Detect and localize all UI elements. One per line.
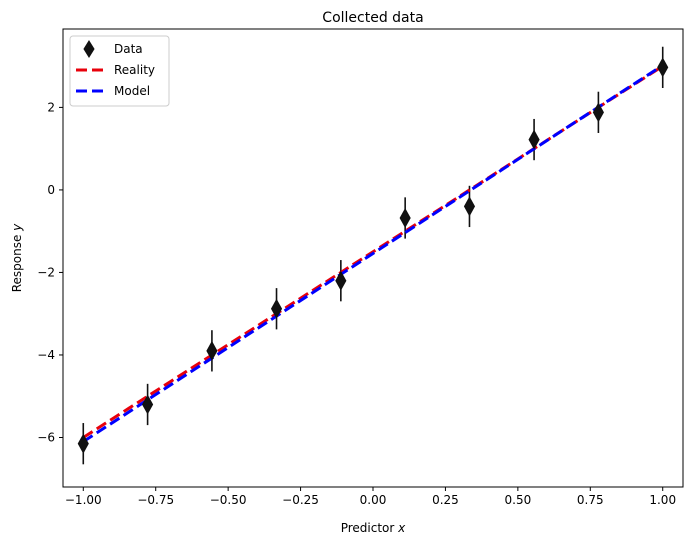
legend: Data Reality Model (69, 35, 170, 107)
x-axis-label-variable: x (397, 521, 406, 535)
plot-area (77, 46, 669, 465)
x-tick-label: −0.75 (137, 493, 174, 507)
x-tick-label: 0.00 (360, 493, 387, 507)
chart-title: Collected data (322, 10, 423, 26)
x-tick-label: −1.00 (65, 493, 102, 507)
data-point (77, 433, 89, 454)
data-point (463, 196, 476, 217)
x-tick-label: 0.50 (505, 493, 532, 507)
y-tick-label: 2 (47, 100, 55, 114)
data-point (335, 270, 347, 291)
x-tick-label: −0.25 (282, 493, 319, 507)
y-tick-label: −4 (37, 348, 55, 362)
y-axis-label-variable: y (10, 223, 24, 232)
y-tick-label: −2 (37, 265, 55, 279)
y-axis-label-text: Response (10, 235, 24, 293)
y-tick-label: −6 (37, 430, 55, 444)
y-axis: −6 −4 −2 0 2 (37, 100, 63, 444)
data-point (206, 340, 218, 361)
y-tick-label: 0 (47, 183, 55, 197)
legend-label-reality: Reality (114, 63, 155, 77)
x-tick-label: 0.75 (577, 493, 604, 507)
data-point (399, 207, 411, 229)
x-tick-label: 0.25 (432, 493, 459, 507)
data-point (270, 298, 283, 319)
x-tick-label: −0.50 (210, 493, 247, 507)
data-point (528, 129, 540, 150)
series-line-model (82, 64, 664, 443)
legend-box (69, 35, 170, 107)
data-point (142, 394, 154, 415)
legend-marker-data (83, 40, 95, 58)
legend-label-data: Data (114, 42, 143, 56)
data-point (592, 102, 604, 123)
y-axis-label: Response y (10, 223, 24, 292)
x-axis: −1.00 −0.75 −0.50 −0.25 0.00 0.25 0.50 0.75 1.00 (65, 487, 676, 507)
x-axis-label: Predictor x (341, 521, 406, 535)
x-tick-label: 1.00 (649, 493, 676, 507)
x-axis-label-text: Predictor (341, 521, 395, 535)
data-point (657, 57, 669, 78)
legend-label-model: Model (114, 84, 150, 98)
